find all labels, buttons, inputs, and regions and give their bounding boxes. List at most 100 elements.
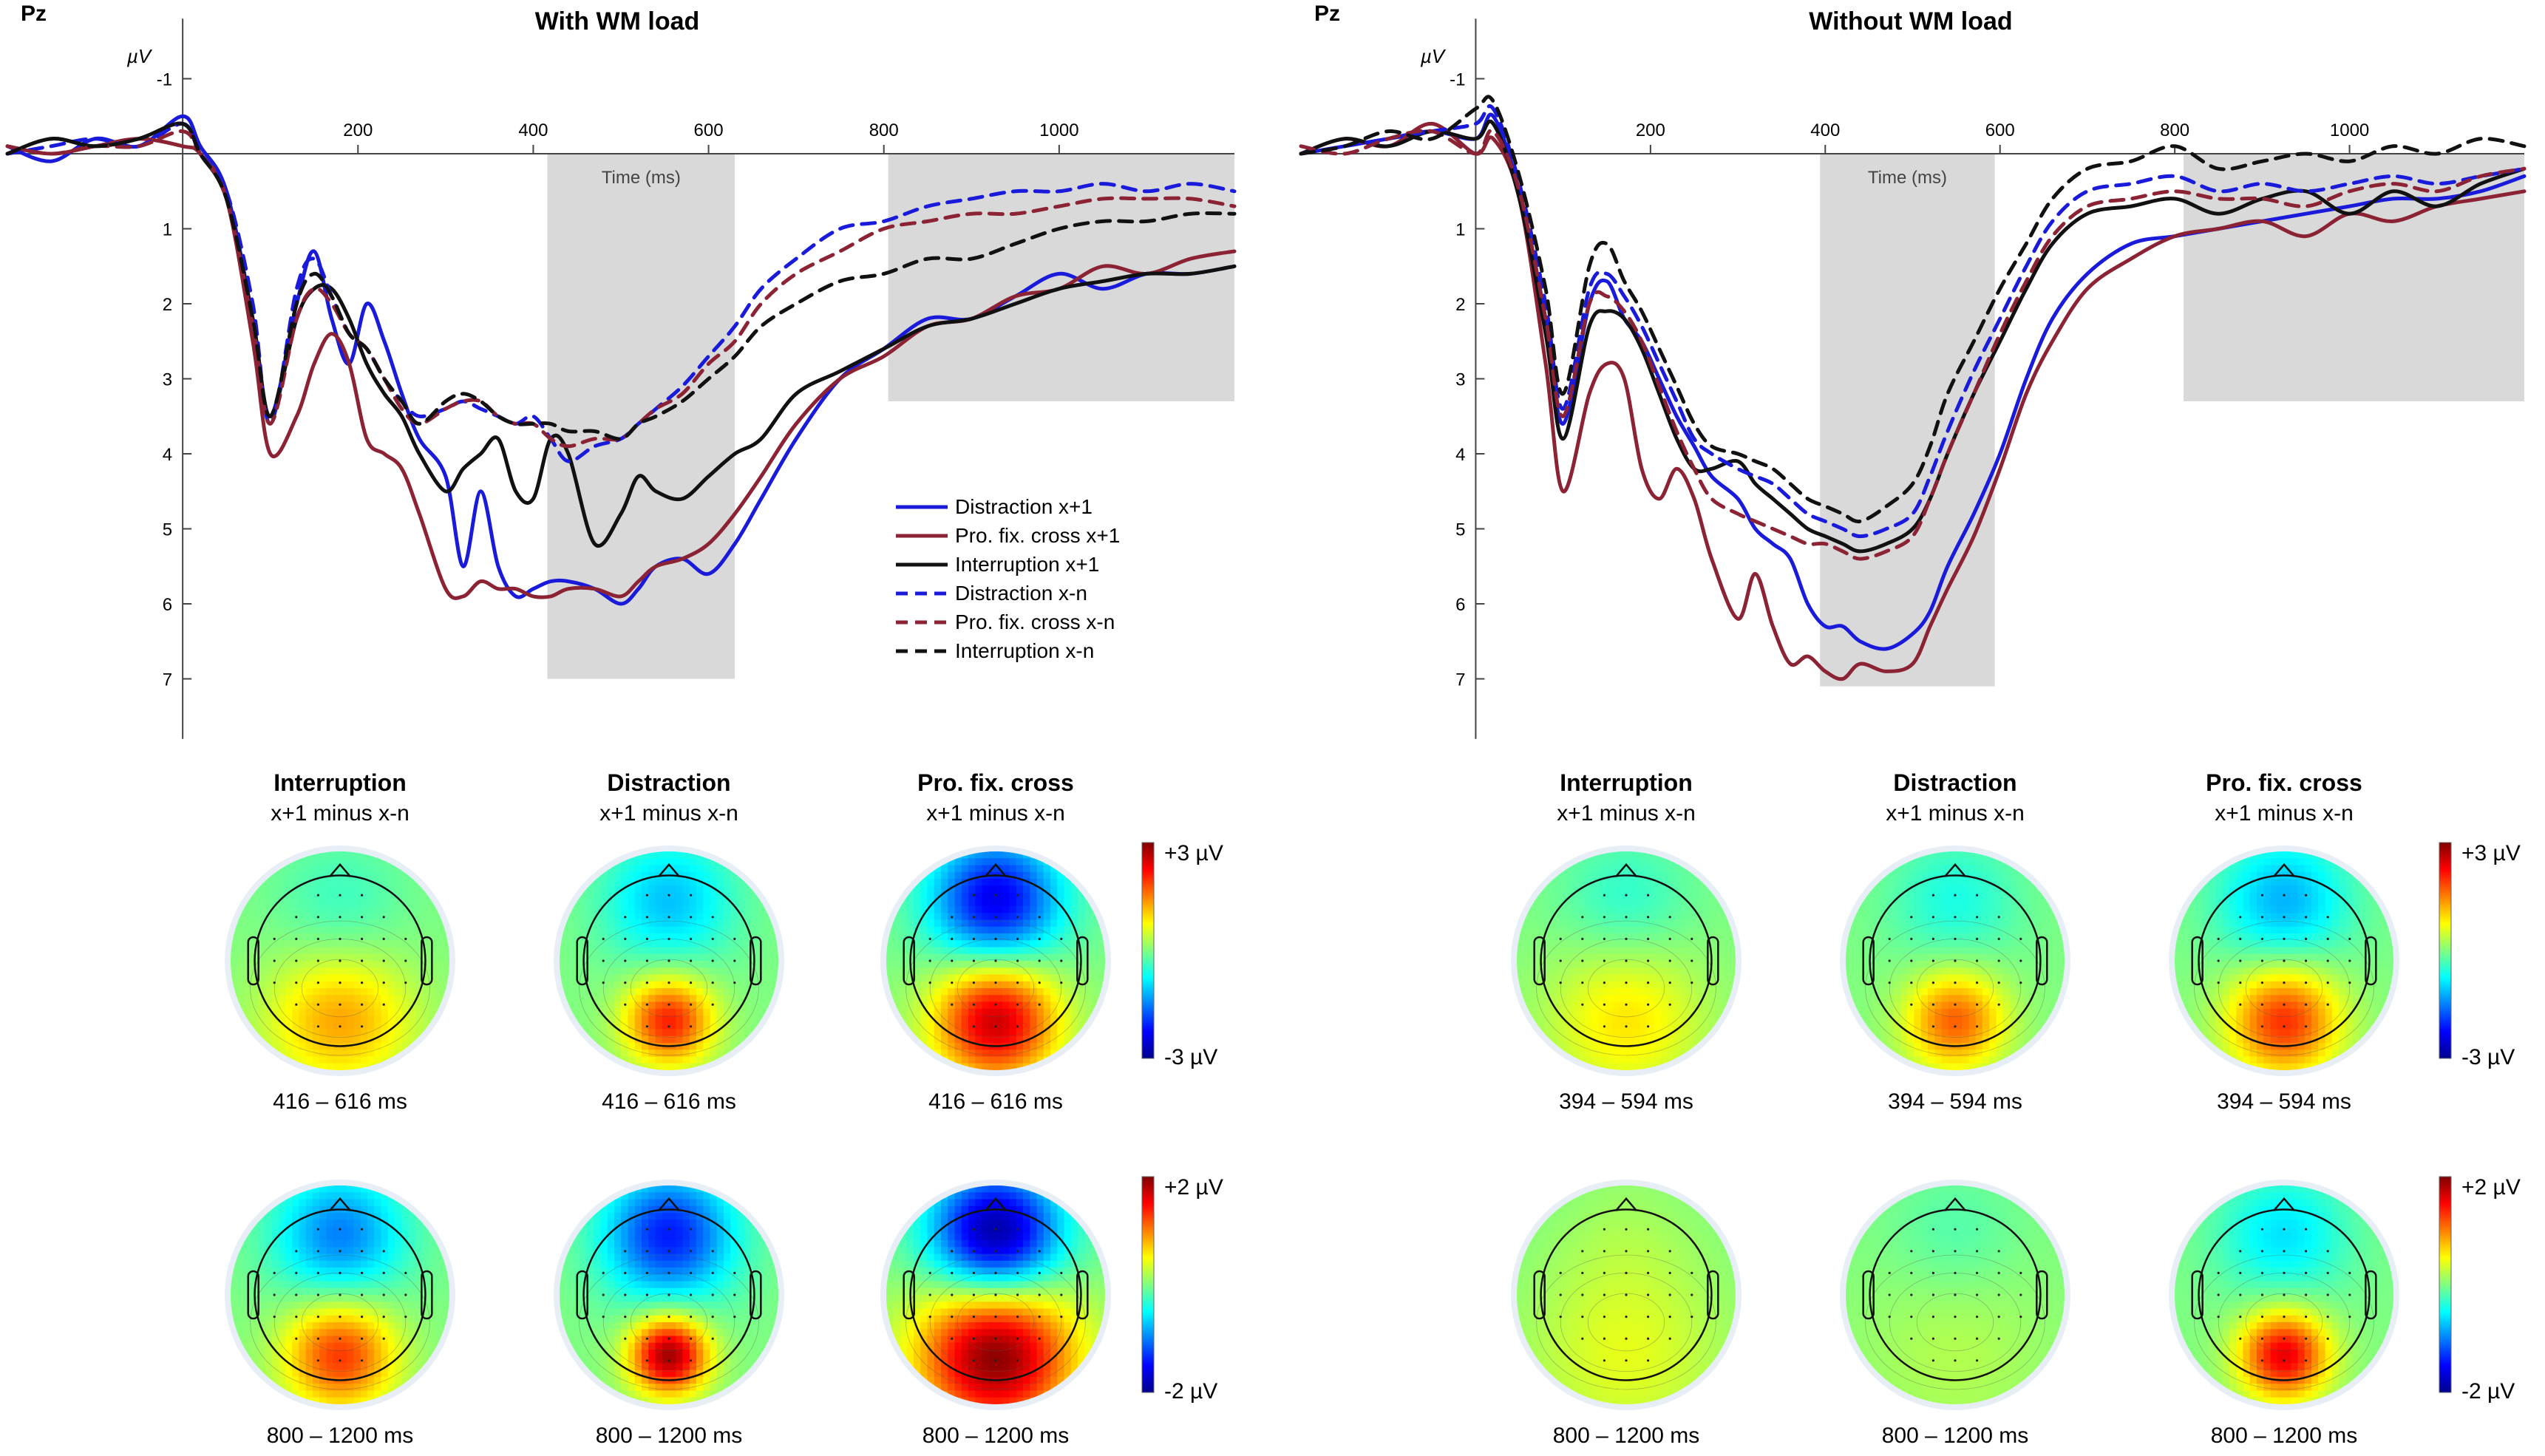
electrode — [1910, 1003, 1913, 1006]
electrode — [1954, 916, 1957, 919]
electrode — [1603, 1293, 1606, 1296]
electrode — [2260, 1316, 2263, 1319]
electrode — [2283, 894, 2286, 897]
electrode — [1910, 1250, 1913, 1253]
electrode — [361, 1337, 364, 1340]
electrode — [1625, 1337, 1628, 1340]
electrode — [928, 982, 931, 984]
electrode — [1976, 1316, 1979, 1319]
colorbar-min-label: -3 µV — [2461, 1045, 2515, 1069]
y-tick-label: -1 — [1450, 70, 1465, 90]
colorbar-gradient — [2439, 842, 2452, 1059]
topomap-interruption-early: Interruption x+1 minus x-n 394 – 594 ms — [1511, 769, 1742, 1114]
electrode — [2217, 959, 2220, 962]
electrode — [361, 1293, 364, 1296]
electrode — [690, 916, 693, 919]
contour-line — [1587, 959, 1665, 1018]
electrode — [667, 937, 670, 940]
electrode — [1060, 1271, 1063, 1274]
colorbar-max-label: +3 µV — [2461, 841, 2521, 865]
electrode — [667, 959, 670, 962]
electrode — [951, 959, 954, 962]
electrode — [2283, 1025, 2286, 1028]
electrode — [1647, 1316, 1650, 1319]
electrode — [295, 1003, 298, 1006]
electrode — [1954, 982, 1957, 984]
electrode — [2283, 1316, 2286, 1319]
electrode — [1910, 959, 1913, 962]
electrode — [2239, 937, 2242, 940]
colorbar: +3 µV -3 µV — [2439, 841, 2521, 1069]
electrode — [2283, 1271, 2286, 1274]
electrode — [2283, 937, 2286, 940]
left-ear — [1533, 1270, 1546, 1320]
topomap-time-window: 416 – 616 ms — [928, 1089, 1063, 1114]
electrode — [645, 1271, 649, 1274]
electrode — [2283, 1337, 2286, 1340]
electrode — [1625, 916, 1628, 919]
electrode — [1954, 1293, 1957, 1296]
electrode — [1625, 1359, 1628, 1362]
electrode — [1038, 1003, 1041, 1006]
topomap-interruption-early: Interruption x+1 minus x-n 416 – 616 ms — [225, 769, 455, 1114]
electrode — [295, 937, 298, 940]
electrode — [1647, 916, 1650, 919]
x-tick-label: 600 — [1985, 120, 2015, 140]
electrode — [1888, 1271, 1891, 1274]
electrode — [1625, 1025, 1628, 1028]
electrode — [1976, 894, 1979, 897]
electrode — [667, 1228, 670, 1231]
electrode — [733, 959, 736, 962]
electrode — [2326, 1337, 2329, 1340]
y-tick-label: 6 — [163, 595, 172, 615]
head-outline — [582, 874, 755, 1047]
colorbar-min-label: -2 µV — [1164, 1379, 1217, 1404]
electrode — [1954, 1316, 1957, 1319]
electrode — [2283, 982, 2286, 984]
electrode — [711, 959, 714, 962]
electrode — [733, 1293, 736, 1296]
electrode — [994, 937, 997, 940]
electrode — [994, 1337, 997, 1340]
erp-plot-with-wm-load: Pz With WM load µV -1 1 2 3 4 5 6 7 200 400 600 800… — [5, 1, 1237, 739]
analysis-window-0 — [1820, 154, 1995, 687]
electrode — [361, 937, 364, 940]
electrode — [2305, 916, 2308, 919]
electrode — [1910, 937, 1913, 940]
erp-plot-without-wm-load: Pz Without WM load µV -1 1 2 3 4 5 6 7 200 400 600… — [1299, 1, 2527, 739]
electrode — [972, 1271, 975, 1274]
electrode — [1931, 916, 1934, 919]
electrode — [295, 1271, 298, 1274]
electrode — [316, 1337, 319, 1340]
electrode — [733, 937, 736, 940]
electrode — [1647, 1293, 1650, 1296]
series-distraction-x-n — [1299, 104, 2527, 539]
electrode — [667, 1293, 670, 1296]
electrode — [1931, 1293, 1934, 1296]
electrode — [316, 894, 319, 897]
electrode — [404, 982, 407, 984]
electrode — [690, 982, 693, 984]
contour-line — [957, 1293, 1035, 1352]
electrode — [2326, 959, 2329, 962]
electrode — [1016, 959, 1019, 962]
head-outline — [254, 1208, 427, 1381]
electrode — [2326, 916, 2329, 919]
electrode — [972, 1316, 975, 1319]
electrode — [2239, 1003, 2242, 1006]
electrode — [1603, 1003, 1606, 1006]
colorbar-max-label: +2 µV — [2461, 1175, 2521, 1200]
contour-line — [250, 1254, 430, 1390]
electrode — [1954, 1228, 1957, 1231]
electrode — [339, 1025, 342, 1028]
electrode — [1910, 1316, 1913, 1319]
electrode — [1976, 1293, 1979, 1296]
electrode — [361, 1316, 364, 1319]
electrode — [316, 916, 319, 919]
electrode — [667, 1250, 670, 1253]
electrode — [1038, 1250, 1041, 1253]
electrode — [2305, 1228, 2308, 1231]
nose — [329, 863, 351, 877]
electrode — [1647, 894, 1650, 897]
electrode — [2260, 894, 2263, 897]
